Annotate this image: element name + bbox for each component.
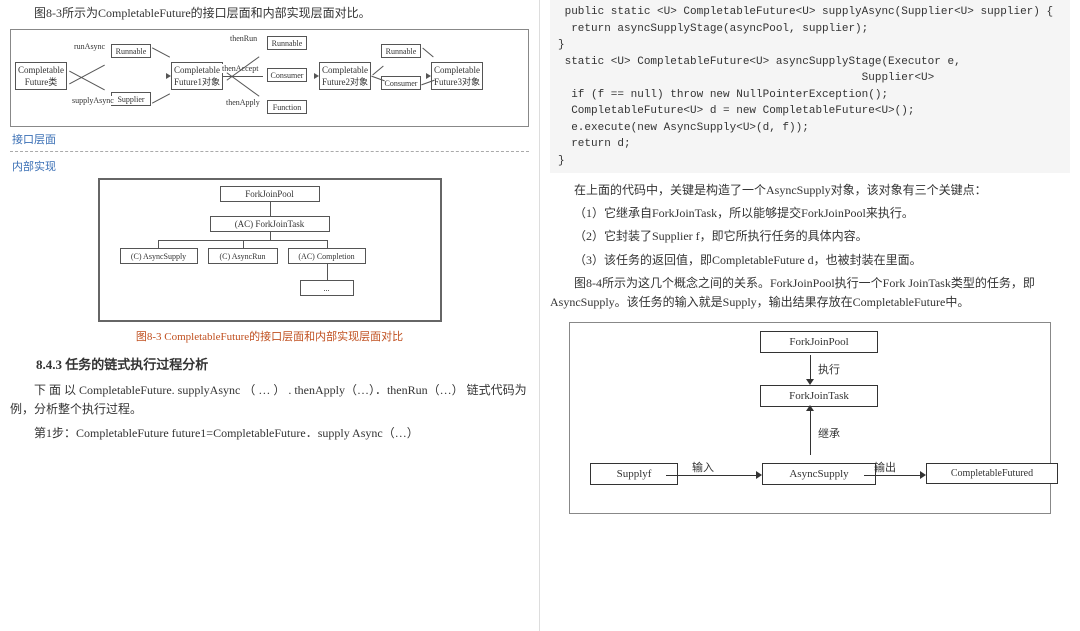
edge-supplyasync: supplyAsync [71,96,115,105]
node-dots: ... [300,280,354,296]
node-fjp-c: ForkJoinPool [760,331,878,353]
node-asyncsupply-c: AsyncSupply [762,463,876,485]
node-cf-class: Completable Future类 [15,62,67,90]
node-consumer-1: Consumer [267,68,307,82]
node-completion: (AC) Completion [288,248,366,264]
dashed-separator [10,151,529,152]
node-supplier: Supplier [111,92,151,106]
node-runnable-2: Runnable [267,36,307,50]
node-fjtask: (AC) ForkJoinTask [210,216,330,232]
label-impl-layer: 内部实现 [12,158,529,174]
node-asyncrun: (C) AsyncRun [208,248,278,264]
para-r4: （3）该任务的返回值，即CompletableFuture d，也被封装在里面。 [550,251,1070,270]
edge-runasync: runAsync [73,42,106,51]
para-r3: （2）它封装了Supplier f，即它所执行任务的具体内容。 [550,227,1070,246]
figure-caption-8-3: 图8-3 CompletableFuture的接口层面和内部实现层面对比 [10,328,529,344]
two-page-spread: 图8-3所示为CompletableFuture的接口层面和内部实现层面对比。 … [0,0,1080,631]
node-runnable-3: Runnable [381,44,421,58]
para-step-1: 第1步：CompletableFuture future1=Completabl… [10,424,529,443]
node-cfd: CompletableFutured [926,463,1058,484]
para-r2: （1）它继承自ForkJoinTask，所以能够提交ForkJoinPool来执… [550,204,1070,223]
edge-output: 输出 [874,459,896,475]
left-page: 图8-3所示为CompletableFuture的接口层面和内部实现层面对比。 … [0,0,540,631]
node-runnable-1: Runnable [111,44,151,58]
node-cf1: Completable Future1对象 [171,62,223,90]
edge-input: 输入 [692,459,714,475]
edge-thenrun: thenRun [229,34,258,43]
code-block-supplyasync: public static <U> CompletableFuture<U> s… [550,0,1070,173]
para-chain-intro: 下 面 以 CompletableFuture. supplyAsync （ …… [10,381,529,419]
node-fjp: ForkJoinPool [220,186,320,202]
node-consumer-2: Consumer [381,76,421,90]
right-page: public static <U> CompletableFuture<U> s… [540,0,1080,631]
node-fjtask-c: ForkJoinTask [760,385,878,407]
para-r5: 图8-4所示为这几个概念之间的关系。ForkJoinPool执行一个Fork J… [550,274,1070,312]
node-cf2: Completable Future2对象 [319,62,371,90]
node-cf3: Completable Future3对象 [431,62,483,90]
diagram-flowchart-8-4: ForkJoinPool 执行 ForkJoinTask 继承 Supplyf … [569,322,1051,514]
node-asyncsupply: (C) AsyncSupply [120,248,198,264]
diagram-internal-impl: ForkJoinPool (AC) ForkJoinTask (C) Async… [98,178,442,322]
diagram-interface-layer: Completable Future类 Runnable Supplier ru… [10,29,529,127]
edge-thenapply: thenApply [225,98,261,107]
label-api-layer: 接口层面 [12,131,529,147]
edge-inherit: 继承 [818,425,840,441]
intro-para: 图8-3所示为CompletableFuture的接口层面和内部实现层面对比。 [10,4,529,23]
node-function: Function [267,100,307,114]
heading-8-4-3: 8.4.3 任务的链式执行过程分析 [10,354,529,373]
node-supplyf: Supplyf [590,463,678,485]
edge-exec: 执行 [818,361,840,377]
para-r1: 在上面的代码中，关键是构造了一个AsyncSupply对象，该对象有三个关键点： [550,181,1070,200]
